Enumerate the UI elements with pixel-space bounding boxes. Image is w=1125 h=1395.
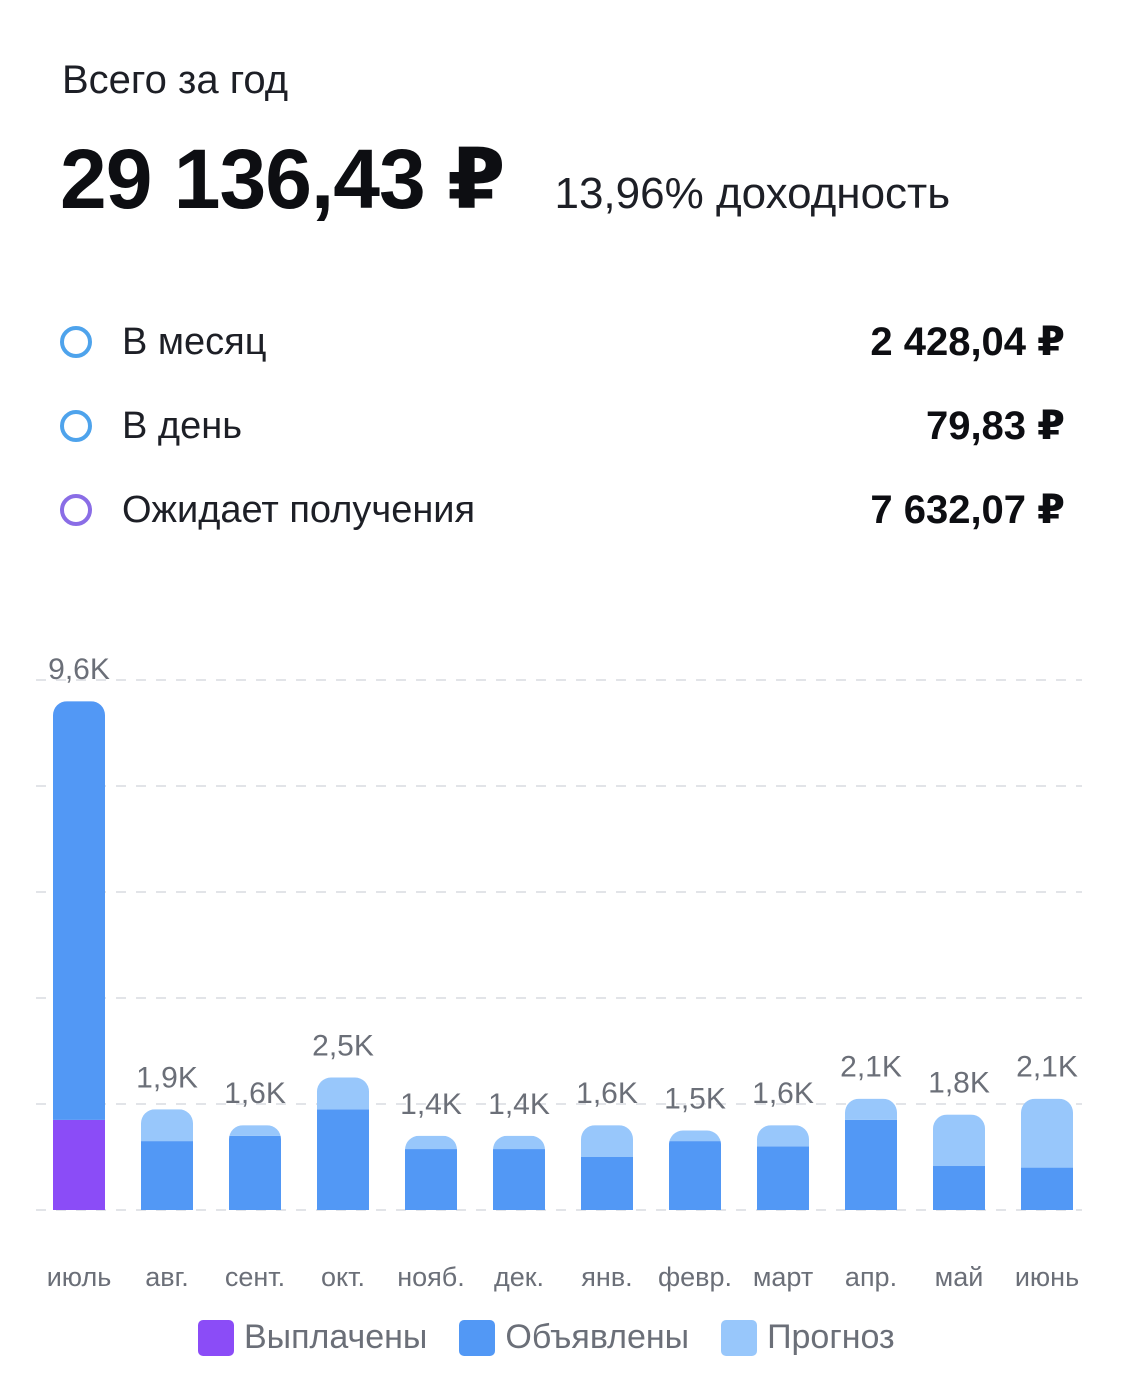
bar-segment-Прогноз [845, 1098, 897, 1120]
chart-legend: Выплачены Объявлены Прогноз [198, 1318, 927, 1357]
x-tick-label: май [935, 1262, 984, 1292]
bar-segment-Объявлены [317, 1109, 369, 1210]
ring-blue-icon [60, 326, 92, 358]
legend-label: Прогноз [767, 1318, 895, 1356]
total-amount: 29 136,43 ₽ [60, 132, 505, 226]
bar-segment-Объявлены [405, 1149, 457, 1210]
x-tick-label: февр. [658, 1262, 732, 1292]
bar-value-label: 9,6K [48, 653, 110, 686]
total-row: 29 136,43 ₽ 13,96% доходность [60, 130, 950, 228]
bar-segment-Прогноз [757, 1125, 809, 1147]
bar-segment-Прогноз [317, 1077, 369, 1110]
bar-segment-Объявлены [933, 1166, 985, 1210]
bar-segment-Прогноз [669, 1130, 721, 1142]
bar-value-label: 1,9K [136, 1061, 198, 1094]
legend-label: Выплачены [244, 1318, 428, 1356]
legend-item-announced[interactable]: Объявлены [459, 1318, 689, 1357]
legend-swatch-announced [459, 1319, 496, 1356]
stat-label: Ожидает получения [122, 488, 476, 531]
x-tick-label: авг. [145, 1262, 188, 1292]
bar-segment-Объявлены [53, 701, 105, 1120]
x-tick-label: нояб. [397, 1262, 465, 1292]
stats-list: В месяц 2 428,04 ₽ В день 79,83 ₽ Ожидае… [60, 300, 1065, 552]
bar-value-label: 1,8K [928, 1067, 990, 1100]
legend-swatch-forecast [721, 1319, 758, 1356]
bar-segment-Объявлены [757, 1146, 809, 1210]
bar-segment-Объявлены [141, 1141, 193, 1210]
bar-value-label: 2,1K [1016, 1051, 1078, 1084]
stat-row-day: В день 79,83 ₽ [60, 384, 1065, 468]
x-tick-label: июль [47, 1262, 112, 1292]
x-tick-label: июнь [1015, 1262, 1079, 1292]
x-tick-label: янв. [581, 1262, 632, 1292]
bar-value-label: 1,4K [488, 1088, 550, 1121]
legend-swatch-paid [198, 1319, 234, 1356]
bar-segment-Объявлены [493, 1149, 545, 1210]
stat-value: 7 632,07 ₽ [870, 488, 1065, 532]
bar-value-label: 1,6K [752, 1077, 814, 1110]
bar-segment-Прогноз [933, 1114, 985, 1167]
ring-blue-icon [60, 410, 92, 442]
bar-segment-Выплачены [53, 1119, 105, 1210]
bar-segment-Прогноз [141, 1109, 193, 1142]
dividends-bar-chart: 9,6K июль 1,9K авг. 1,6K сент. 2,5K окт. 1,4K ноя… [36, 653, 1082, 1292]
bar-value-label: 1,4K [400, 1088, 462, 1121]
stat-row-month: В месяц 2 428,04 ₽ [60, 300, 1065, 384]
stat-row-pending: Ожидает получения 7 632,07 ₽ [60, 468, 1065, 552]
bar-segment-Прогноз [493, 1135, 545, 1150]
x-tick-label: дек. [494, 1262, 544, 1292]
ring-purple-icon [60, 494, 92, 526]
stat-value: 79,83 ₽ [925, 404, 1065, 448]
period-title: Всего за год [62, 58, 289, 102]
bar-value-label: 2,1K [840, 1051, 902, 1084]
x-tick-label: окт. [321, 1262, 365, 1292]
bar-segment-Прогноз [405, 1135, 457, 1150]
bar-segment-Объявлены [581, 1157, 633, 1210]
bar-value-label: 1,5K [664, 1083, 726, 1116]
x-tick-label: март [753, 1262, 813, 1292]
bar-value-label: 1,6K [576, 1077, 638, 1110]
stat-label: В день [122, 404, 242, 447]
bar-segment-Объявлены [229, 1135, 281, 1210]
x-tick-label: сент. [225, 1262, 285, 1292]
bar-segment-Прогноз [581, 1125, 633, 1157]
stat-label: В месяц [122, 320, 267, 363]
bar-value-label: 1,6K [224, 1077, 286, 1110]
legend-item-paid[interactable]: Выплачены [198, 1318, 427, 1357]
legend-item-forecast[interactable]: Прогноз [721, 1318, 895, 1357]
bar-segment-Прогноз [229, 1125, 281, 1136]
bar-segment-Прогноз [1021, 1098, 1073, 1168]
stat-value: 2 428,04 ₽ [870, 320, 1065, 364]
bar-value-label: 2,5K [312, 1030, 374, 1063]
bar-segment-Объявлены [845, 1119, 897, 1210]
bar-segment-Объявлены [669, 1141, 721, 1210]
yield-percentage: 13,96% доходность [554, 169, 951, 218]
bar-segment-Объявлены [1021, 1167, 1073, 1210]
legend-label: Объявлены [505, 1318, 690, 1356]
x-tick-label: апр. [845, 1262, 897, 1292]
